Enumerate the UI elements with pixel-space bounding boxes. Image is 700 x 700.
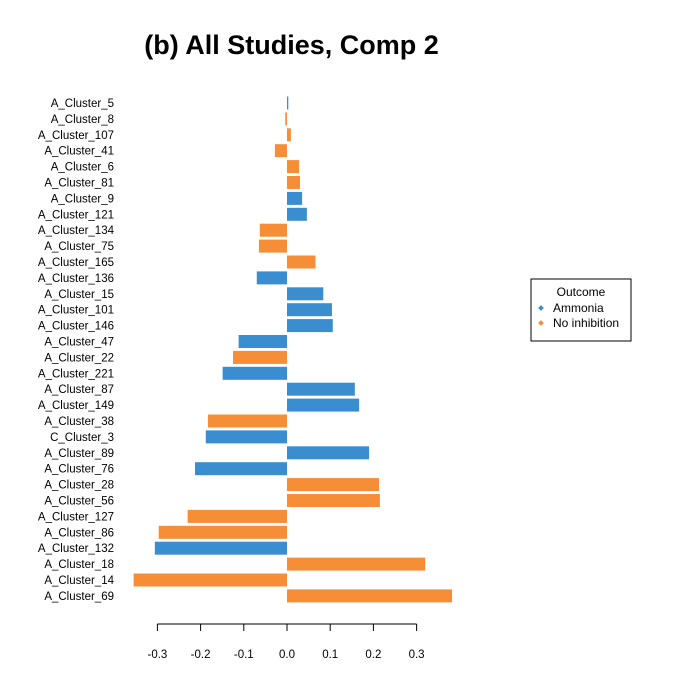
legend-box: [530, 278, 632, 342]
x-tick-label: 0.1: [322, 649, 338, 661]
x-axis: -0.3 -0.2 -0.1 0.0 0.1 0.2 0.3: [147, 623, 425, 661]
legend-marker: [538, 305, 544, 311]
bar-a-cluster-127: [187, 509, 287, 523]
category-label: A_Cluster_89: [44, 448, 114, 460]
category-label: A_Cluster_221: [38, 368, 114, 380]
bar-a-cluster-165: [287, 255, 316, 269]
bar-a-cluster-15: [287, 287, 324, 301]
category-label: A_Cluster_15: [44, 289, 114, 301]
bar-a-cluster-101: [287, 303, 332, 317]
bar-a-cluster-69: [287, 589, 453, 603]
bar-a-cluster-146: [287, 319, 333, 333]
bar-a-cluster-28: [287, 478, 380, 492]
category-label: A_Cluster_87: [44, 384, 114, 396]
category-label: A_Cluster_38: [44, 416, 114, 428]
category-label: A_Cluster_75: [44, 241, 114, 253]
x-tick-label: -0.3: [147, 649, 167, 661]
category-label: A_Cluster_56: [44, 496, 114, 508]
legend-label: Ammonia: [553, 301, 604, 315]
category-label: A_Cluster_18: [44, 559, 114, 571]
bar-a-cluster-86: [158, 525, 287, 539]
category-label: A_Cluster_47: [44, 337, 114, 349]
bar-a-cluster-121: [287, 207, 307, 221]
bar-a-cluster-5: [287, 96, 289, 110]
bar-a-cluster-132: [154, 541, 287, 555]
category-labels: A_Cluster_5 A_Cluster_8 A_Cluster_107 A_Clu…: [38, 98, 115, 603]
category-label: A_Cluster_8: [51, 114, 114, 126]
bar-a-cluster-107: [287, 128, 291, 142]
bar-a-cluster-221: [222, 366, 287, 380]
bar-c-cluster-3: [205, 430, 287, 444]
bar-a-cluster-9: [287, 191, 303, 205]
category-label: A_Cluster_69: [44, 591, 114, 603]
bar-a-cluster-76: [194, 462, 287, 476]
category-label: A_Cluster_121: [38, 209, 114, 221]
category-label: A_Cluster_127: [38, 511, 114, 523]
legend-label: No inhibition: [553, 316, 619, 330]
bar-a-cluster-47: [238, 335, 287, 348]
bar-a-cluster-18: [287, 557, 426, 571]
category-label: A_Cluster_146: [38, 321, 114, 333]
bar-a-cluster-6: [287, 160, 300, 174]
category-label: C_Cluster_3: [50, 432, 114, 444]
category-label: A_Cluster_107: [38, 130, 114, 142]
bar-a-cluster-89: [287, 446, 370, 460]
category-label: A_Cluster_86: [44, 527, 114, 539]
category-label: A_Cluster_136: [38, 273, 114, 285]
bar-a-cluster-136: [256, 271, 287, 285]
category-label: A_Cluster_76: [44, 464, 114, 476]
category-label: A_Cluster_22: [44, 352, 114, 364]
category-label: A_Cluster_14: [44, 575, 114, 587]
bar-a-cluster-149: [287, 398, 360, 412]
category-label: A_Cluster_132: [38, 543, 114, 555]
category-label: A_Cluster_41: [44, 146, 114, 158]
bar-a-cluster-87: [287, 382, 355, 396]
category-label: A_Cluster_165: [38, 257, 114, 269]
category-label: A_Cluster_5: [51, 98, 114, 110]
x-tick-label: -0.2: [191, 649, 211, 661]
x-tick-label: -0.1: [234, 649, 254, 661]
category-label: A_Cluster_81: [44, 178, 114, 190]
bar-a-cluster-134: [259, 223, 287, 237]
bars-layer: [133, 96, 453, 603]
bar-a-cluster-81: [287, 176, 300, 189]
chart-title: (b) All Studies, Comp 2: [144, 30, 439, 60]
bar-a-cluster-56: [287, 494, 380, 507]
bar-a-cluster-8: [285, 112, 287, 126]
category-label: A_Cluster_28: [44, 480, 114, 492]
legend-title: Outcome: [557, 285, 606, 299]
category-label: A_Cluster_6: [51, 162, 114, 174]
bar-a-cluster-14: [133, 573, 287, 587]
x-tick-label: 0.3: [409, 649, 425, 661]
bar-a-cluster-41: [274, 144, 287, 158]
x-tick-label: 0.0: [279, 649, 295, 661]
category-label: A_Cluster_149: [38, 400, 114, 412]
bar-a-cluster-22: [233, 350, 287, 364]
bar-a-cluster-75: [258, 239, 287, 253]
legend-marker: [538, 320, 544, 326]
category-label: A_Cluster_9: [51, 193, 114, 205]
x-tick-label: 0.2: [365, 649, 381, 661]
category-label: A_Cluster_134: [38, 225, 115, 237]
category-label: A_Cluster_101: [38, 305, 114, 317]
bar-a-cluster-38: [207, 414, 287, 428]
